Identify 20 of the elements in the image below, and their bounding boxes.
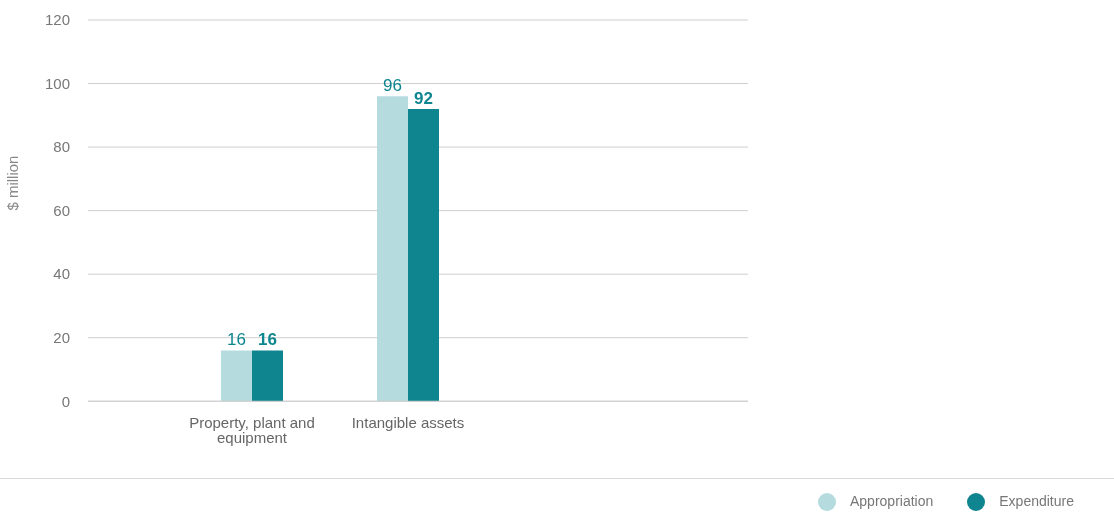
x-tick-label: Intangible assets <box>351 413 465 431</box>
y-tick-label: 0 <box>61 392 70 410</box>
bar <box>252 350 283 402</box>
x-tick-label: Property, plant and equipment <box>189 413 315 446</box>
y-tick-label: 120 <box>44 11 70 29</box>
bar <box>408 108 439 402</box>
y-tick-label: 40 <box>53 265 70 283</box>
y-tick-label: 20 <box>53 329 70 347</box>
legend-label: Expenditure <box>999 493 1074 510</box>
y-tick-label: 100 <box>44 74 70 92</box>
bar <box>377 96 408 402</box>
legend-label: Appropriation <box>850 493 934 510</box>
y-tick-label: 80 <box>53 138 70 156</box>
y-axis-title: $ million <box>4 155 22 211</box>
y-tick-label: 60 <box>53 201 70 219</box>
bar <box>221 350 252 402</box>
data-label: 92 <box>414 88 433 108</box>
data-label: 96 <box>383 76 402 96</box>
data-label: 16 <box>227 330 246 350</box>
data-label: 16 <box>258 330 277 350</box>
